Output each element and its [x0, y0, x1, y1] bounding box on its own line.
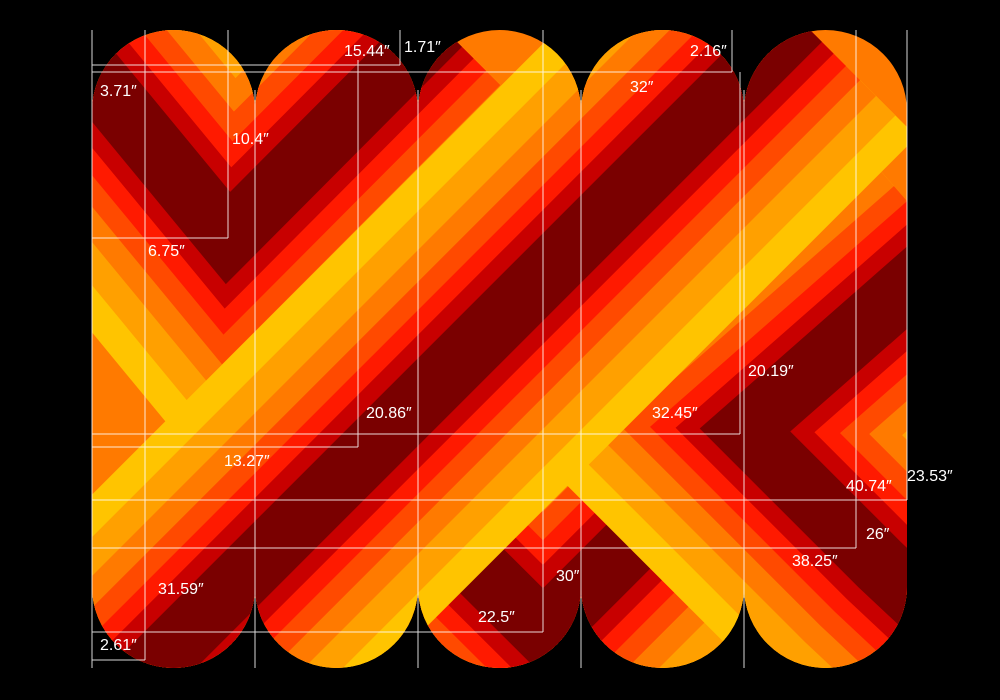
dimension-label: 10.4″: [232, 131, 269, 148]
dimension-label: 38.25″: [792, 553, 838, 570]
dimension-label: 20.19″: [748, 363, 794, 380]
dimension-label: 13.27″: [224, 453, 270, 470]
dimension-label: 20.86″: [366, 405, 412, 422]
dimension-label: 3.71″: [100, 83, 137, 100]
dimension-label: 32″: [630, 79, 654, 96]
dimension-label: 26″: [866, 526, 890, 543]
dimension-label: 23.53″: [907, 468, 953, 485]
dimension-label: 2.16″: [690, 43, 727, 60]
chevron-band: [123, 30, 822, 668]
measurement-guides: [91, 30, 908, 668]
dimension-label: 32.45″: [652, 405, 698, 422]
dimension-label: 6.75″: [148, 243, 185, 260]
dimension-label: 30″: [556, 568, 580, 585]
dimension-label: 15.44″: [344, 43, 390, 60]
chevron-band: [699, 226, 907, 663]
dimension-label: 2.61″: [100, 637, 137, 654]
dimension-label: 31.59″: [158, 581, 204, 598]
dimension-label: 1.71″: [404, 39, 441, 56]
dimension-label: 40.74″: [846, 478, 892, 495]
dimension-label: 22.5″: [478, 609, 515, 626]
